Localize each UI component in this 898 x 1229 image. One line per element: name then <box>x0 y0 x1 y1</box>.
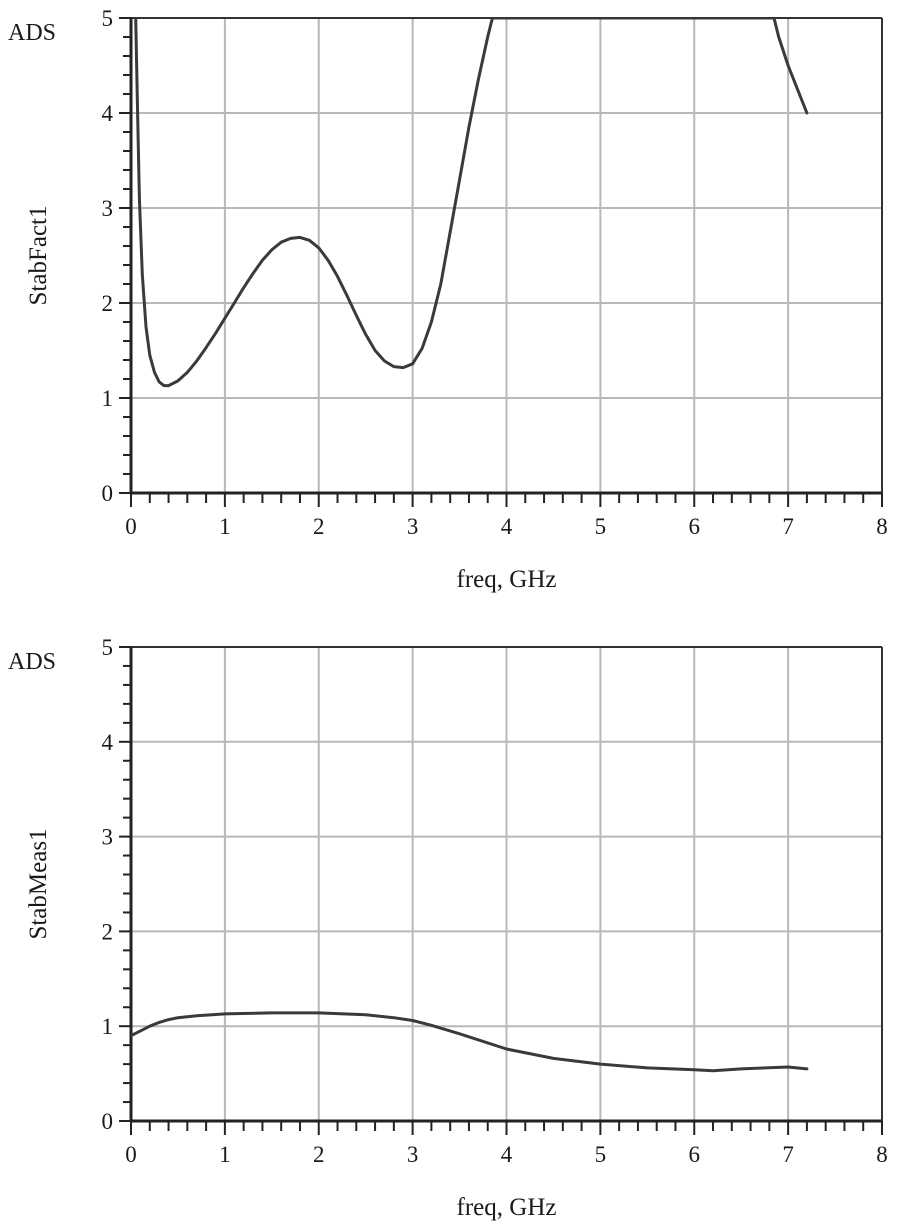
y-tick-label: 4 <box>102 730 114 755</box>
data-series-line <box>131 1011 809 1073</box>
y-tick-label: 5 <box>102 635 114 660</box>
x-tick-label: 4 <box>501 1142 513 1167</box>
y-tick-label: 4 <box>102 101 114 126</box>
stabfact-chart: 0 1 2 3 4 5 6 7 8 0 1 2 3 4 5 ADS freq, GHz StabFact1 <box>8 6 888 593</box>
ads-brand-label: ADS <box>8 649 56 675</box>
y-tick-label: 1 <box>102 1014 114 1039</box>
y-axis-label: StabFact1 <box>25 206 52 306</box>
y-tick-label: 5 <box>102 6 114 31</box>
y-tick-label: 0 <box>102 1109 114 1134</box>
x-tick-label: 0 <box>125 1142 137 1167</box>
y-tick-label: 2 <box>102 919 114 944</box>
y-tick-label: 3 <box>102 196 114 221</box>
x-tick-label: 3 <box>407 1142 419 1167</box>
stabmeas-chart: 0 1 2 3 4 5 6 7 8 0 1 2 3 4 5 ADS freq, GHz StabMeas1 <box>8 635 888 1221</box>
x-tick-label: 0 <box>125 514 137 539</box>
x-tick-label: 2 <box>313 514 325 539</box>
x-tick-label: 8 <box>876 1142 888 1167</box>
x-tick-label: 3 <box>407 514 419 539</box>
y-axis-label: StabMeas1 <box>25 828 52 939</box>
y-tick-label: 2 <box>102 291 114 316</box>
y-tick-label: 1 <box>102 386 114 411</box>
x-tick-label: 1 <box>219 1142 231 1167</box>
y-tick-label: 0 <box>102 481 114 506</box>
x-tick-label: 5 <box>595 514 607 539</box>
data-series-line <box>134 18 809 388</box>
x-tick-label: 8 <box>876 514 888 539</box>
x-tick-label: 7 <box>782 1142 794 1167</box>
x-tick-label: 1 <box>219 514 231 539</box>
x-tick-label: 4 <box>501 514 513 539</box>
x-tick-label: 7 <box>782 514 794 539</box>
x-axis-label: freq, GHz <box>457 566 557 593</box>
x-axis-label: freq, GHz <box>457 1194 557 1221</box>
x-tick-label: 6 <box>689 1142 701 1167</box>
x-tick-label: 2 <box>313 1142 325 1167</box>
ads-brand-label: ADS <box>8 20 56 46</box>
x-tick-label: 6 <box>689 514 701 539</box>
y-tick-label: 3 <box>102 825 114 850</box>
x-tick-label: 5 <box>595 1142 607 1167</box>
